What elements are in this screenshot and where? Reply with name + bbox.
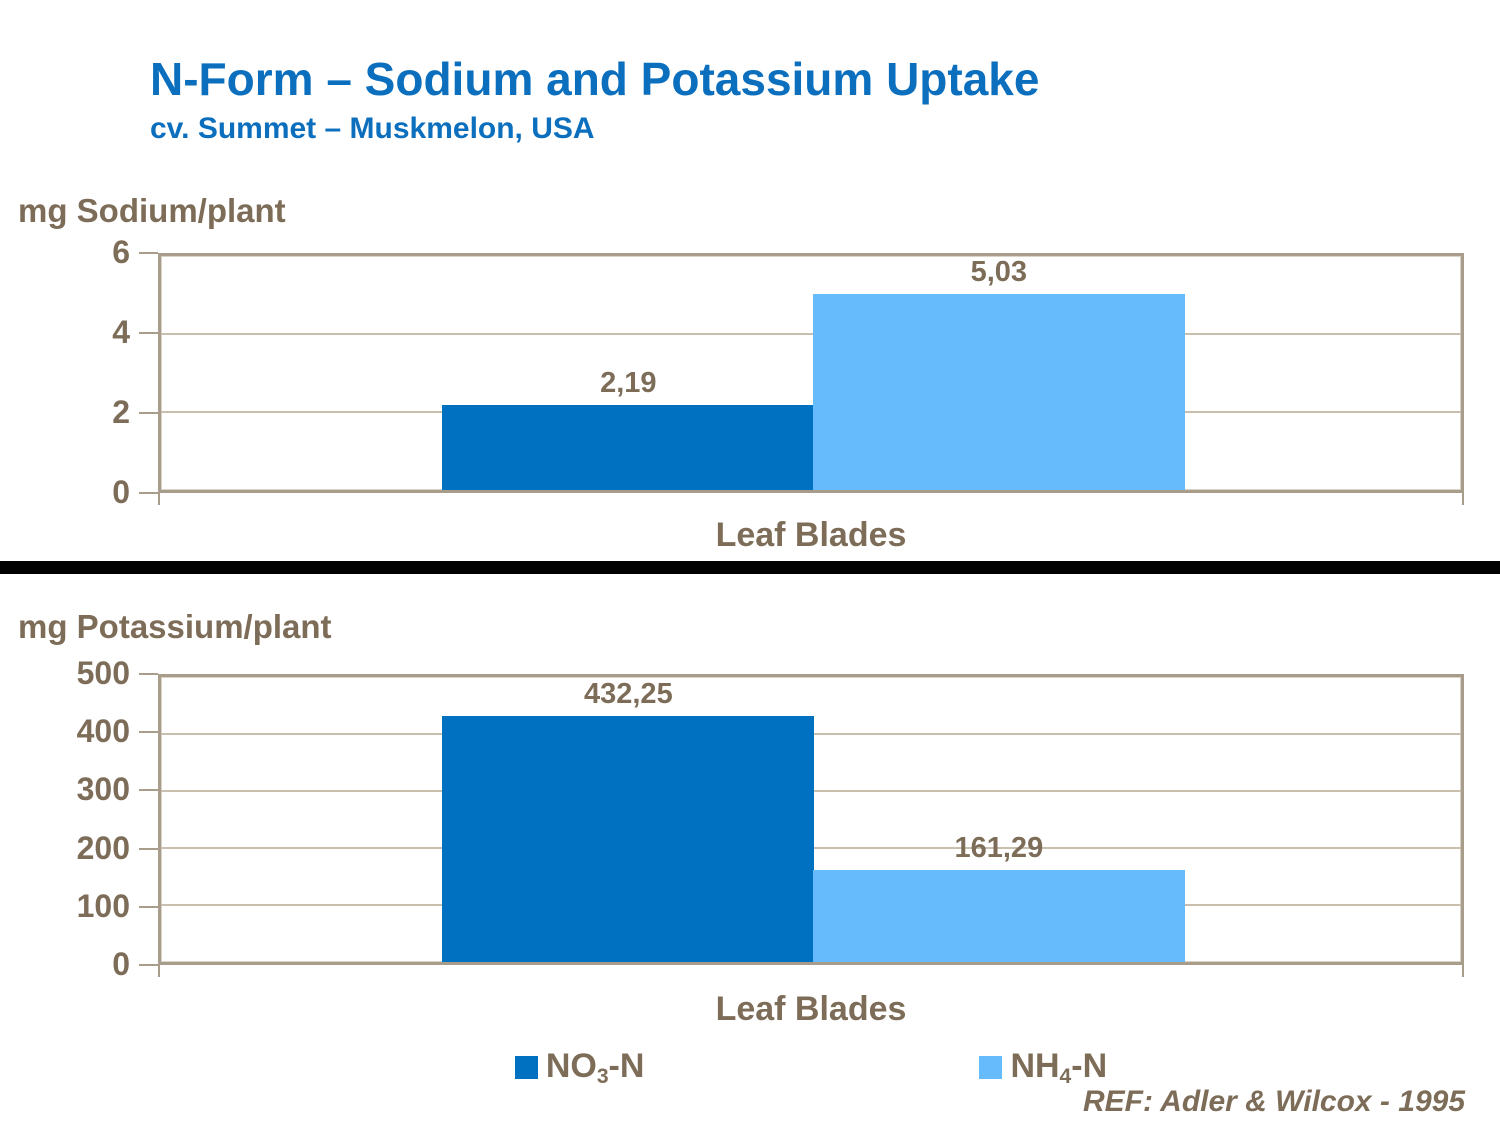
sodium-axis-title: mg Sodium/plant <box>18 192 286 229</box>
sodium-plot-area: 2,19 5,03 <box>158 253 1464 505</box>
y-tick-mark <box>139 331 158 334</box>
y-tick-mark <box>139 411 158 414</box>
legend-label-nh4: NH4-N <box>1010 1047 1108 1088</box>
y-tick-label: 500 <box>76 654 130 691</box>
bar-value-label: 161,29 <box>954 832 1044 865</box>
y-tick-label: 200 <box>76 829 130 866</box>
bar-value-label: 432,25 <box>583 677 673 710</box>
bar-value-label: 2,19 <box>600 366 657 399</box>
gridline <box>161 332 1461 335</box>
potassium-y-axis: 0 100 200 300 400 500 <box>30 655 158 982</box>
bar-no3-n <box>442 715 815 962</box>
bar-no3-n <box>442 404 815 490</box>
reference-citation: REF: Adler & Wilcox - 1995 <box>1082 1085 1465 1118</box>
y-tick-mark <box>139 964 158 966</box>
legend-item-nh4: NH4-N <box>979 1047 1107 1089</box>
y-tick-mark <box>139 673 158 675</box>
legend-label-no3: NO3-N <box>545 1047 645 1088</box>
legend: NO3-N NH4-N <box>158 1047 1464 1089</box>
y-tick-mark <box>139 789 158 792</box>
y-tick-mark <box>139 847 158 850</box>
section-divider <box>0 561 1500 574</box>
y-tick-label: 400 <box>76 712 130 749</box>
y-tick-label: 0 <box>112 945 130 982</box>
y-tick-mark <box>139 731 158 734</box>
y-tick-mark <box>139 492 158 494</box>
sodium-x-category-label: Leaf Blades <box>715 516 907 554</box>
potassium-axis-title: mg Potassium/plant <box>18 608 332 645</box>
bar-nh4-n <box>812 870 1185 962</box>
nh4-swatch-icon <box>979 1056 1003 1080</box>
y-tick-label: 4 <box>112 313 130 350</box>
legend-item-no3: NO3-N <box>514 1047 645 1089</box>
page-title: N-Form – Sodium and Potassium Uptake <box>150 53 1040 105</box>
page-subtitle: cv. Summet – Muskmelon, USA <box>150 112 595 145</box>
potassium-plot-area: 432,25 161,29 <box>158 674 1464 977</box>
y-tick-label: 0 <box>112 473 130 510</box>
bar-value-label: 5,03 <box>970 255 1028 288</box>
y-tick-label: 6 <box>112 233 130 270</box>
bar-nh4-n <box>812 293 1185 490</box>
no3-swatch-icon <box>514 1056 538 1080</box>
y-tick-label: 2 <box>112 393 130 430</box>
y-tick-mark <box>139 252 158 254</box>
potassium-x-category-label: Leaf Blades <box>715 990 907 1028</box>
y-tick-mark <box>139 905 158 908</box>
sodium-y-axis: 0 2 4 6 <box>40 234 158 510</box>
y-tick-label: 100 <box>76 887 130 924</box>
y-tick-label: 300 <box>76 771 130 808</box>
